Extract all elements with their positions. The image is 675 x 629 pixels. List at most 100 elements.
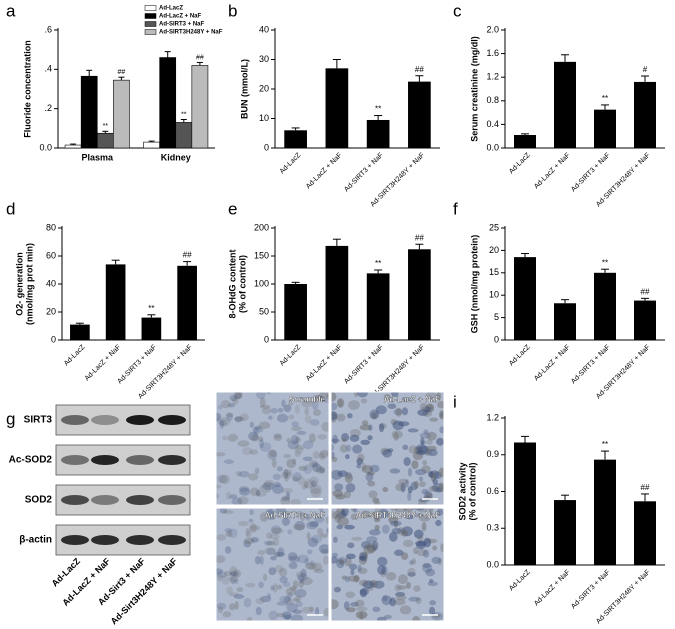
cell bbox=[372, 580, 385, 589]
cell bbox=[320, 468, 326, 474]
cell bbox=[345, 553, 356, 560]
cell bbox=[358, 555, 366, 561]
cell bbox=[263, 573, 268, 582]
cell bbox=[355, 611, 368, 619]
cell bbox=[219, 419, 225, 429]
cell bbox=[411, 460, 419, 469]
panel-letter: b bbox=[228, 1, 237, 20]
cell bbox=[270, 407, 278, 414]
cell bbox=[422, 562, 431, 569]
cell bbox=[311, 461, 319, 468]
cell bbox=[346, 607, 356, 613]
cell bbox=[344, 576, 351, 583]
cell bbox=[431, 611, 444, 621]
y-tick-label: 10 bbox=[489, 290, 499, 300]
cell bbox=[317, 434, 328, 440]
cell bbox=[374, 508, 382, 514]
cell bbox=[331, 392, 337, 402]
legend-label: Ad-LacZ bbox=[159, 6, 183, 12]
cell bbox=[412, 615, 421, 621]
cell bbox=[287, 591, 293, 599]
cell bbox=[367, 545, 377, 553]
cell bbox=[345, 591, 356, 599]
cell bbox=[332, 434, 338, 445]
cell bbox=[304, 407, 309, 416]
cell bbox=[303, 464, 313, 475]
cell bbox=[267, 515, 276, 521]
cell bbox=[259, 555, 264, 565]
cell bbox=[255, 606, 262, 616]
y-axis-label: SOD2 activity bbox=[457, 462, 467, 520]
cell bbox=[222, 611, 232, 618]
cell bbox=[371, 540, 379, 551]
cell bbox=[222, 510, 234, 515]
cell bbox=[402, 397, 410, 402]
cell bbox=[315, 606, 320, 617]
cell bbox=[348, 400, 360, 410]
bar bbox=[70, 324, 90, 340]
cell bbox=[428, 508, 434, 514]
cell bbox=[394, 549, 404, 557]
blot-row-label: SIRT3 bbox=[24, 415, 53, 426]
y-tick-label: 15 bbox=[489, 267, 499, 277]
cell bbox=[246, 529, 252, 539]
cell bbox=[422, 563, 433, 573]
cell bbox=[224, 528, 233, 533]
bar bbox=[634, 81, 656, 148]
cell bbox=[271, 458, 277, 468]
cell bbox=[232, 396, 239, 405]
cell bbox=[220, 400, 231, 409]
cell bbox=[320, 533, 328, 538]
cell bbox=[228, 603, 236, 611]
cell bbox=[224, 546, 232, 554]
cell bbox=[283, 596, 291, 604]
cells bbox=[331, 508, 444, 621]
cell bbox=[219, 508, 228, 514]
cell bbox=[278, 567, 288, 577]
cell bbox=[288, 562, 298, 570]
cell bbox=[372, 497, 380, 503]
cell bbox=[309, 606, 314, 613]
cell bbox=[351, 536, 363, 541]
cell bbox=[298, 574, 305, 584]
y-axis-label: (% of control) bbox=[467, 463, 477, 521]
cell bbox=[418, 476, 424, 482]
cell bbox=[279, 576, 288, 584]
cell bbox=[415, 450, 427, 456]
cell bbox=[324, 397, 329, 404]
cell bbox=[403, 457, 411, 467]
blot-band bbox=[91, 535, 119, 545]
cell bbox=[407, 567, 416, 577]
cell bbox=[274, 565, 284, 573]
cell bbox=[363, 544, 375, 554]
x-tick-label: Plasma bbox=[81, 152, 114, 162]
x-tick-label: Kidney bbox=[161, 152, 191, 162]
cell bbox=[359, 612, 364, 620]
cell bbox=[357, 564, 362, 572]
cell bbox=[360, 398, 368, 404]
micrograph: Ad-SIRT3 + NaF bbox=[215, 507, 330, 622]
bar bbox=[325, 245, 349, 340]
y-axis-label: Fluoride concentration bbox=[22, 40, 32, 138]
cell bbox=[216, 452, 226, 457]
cell bbox=[421, 465, 431, 474]
micrograph-label: Ad-SIRT3 + NaF bbox=[265, 511, 325, 520]
cell bbox=[248, 431, 259, 441]
cell bbox=[320, 548, 329, 554]
cell bbox=[216, 555, 226, 564]
cell bbox=[234, 416, 243, 423]
cell bbox=[283, 469, 292, 476]
bar bbox=[634, 300, 656, 340]
bar bbox=[325, 68, 349, 148]
blot-band bbox=[91, 415, 119, 425]
cell bbox=[304, 415, 312, 424]
cell bbox=[321, 398, 327, 403]
cell bbox=[402, 444, 409, 451]
bar bbox=[113, 79, 130, 149]
cell bbox=[249, 449, 259, 455]
cell bbox=[427, 449, 438, 457]
cell bbox=[349, 563, 358, 571]
cell bbox=[337, 556, 347, 564]
cell bbox=[359, 424, 372, 431]
bar bbox=[284, 130, 307, 148]
